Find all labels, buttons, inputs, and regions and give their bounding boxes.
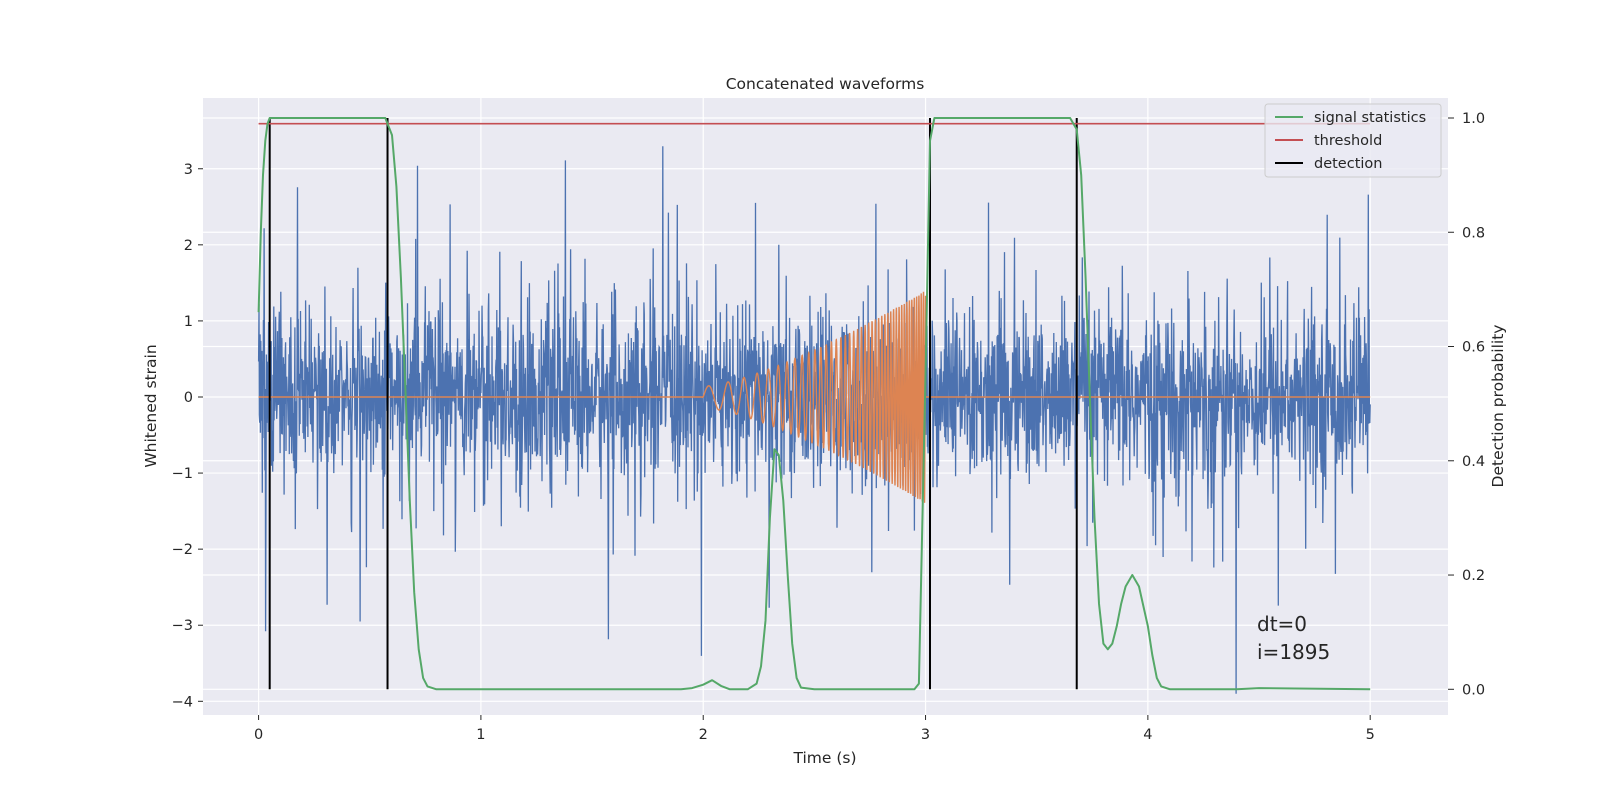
x-tick-label-5: 5 bbox=[1366, 727, 1375, 743]
y-tick-label-right-5: 1.0 bbox=[1462, 111, 1485, 127]
annotation-dt: dt=0 bbox=[1257, 612, 1307, 636]
y-tick-label-left-0: −4 bbox=[172, 694, 193, 710]
y-tick-label-right-2: 0.4 bbox=[1462, 454, 1485, 470]
y-axis-label-right: Detection probability bbox=[1489, 325, 1507, 488]
annotation-i: i=1895 bbox=[1257, 640, 1330, 664]
y-tick-label-right-0: 0.0 bbox=[1462, 682, 1485, 698]
y-tick-label-left-7: 3 bbox=[184, 162, 193, 178]
legend-label-threshold: threshold bbox=[1314, 133, 1382, 149]
y-axis-label-left: Whitened strain bbox=[142, 344, 160, 467]
x-tick-label-1: 1 bbox=[476, 727, 485, 743]
axes-layer: 0 1 2 3 4 5 −4 −3 −2 −1 0 1 2 3 0.0 0.2 0.4 0.6 0.8 1.0 bbox=[172, 111, 1485, 743]
legend: signal statistics threshold detection bbox=[1264, 103, 1442, 178]
y-tick-label-left-2: −2 bbox=[172, 542, 193, 558]
y-tick-label-right-4: 0.8 bbox=[1462, 225, 1485, 241]
chart-title: Concatenated waveforms bbox=[726, 75, 925, 93]
y-tick-label-left-1: −3 bbox=[172, 618, 193, 634]
legend-label-detection: detection bbox=[1314, 156, 1382, 172]
y-tick-label-left-6: 2 bbox=[184, 238, 193, 254]
y-tick-label-right-1: 0.2 bbox=[1462, 568, 1485, 584]
y-tick-label-left-4: 0 bbox=[184, 390, 193, 406]
x-axis-label: Time (s) bbox=[792, 749, 856, 767]
annotation-text: dt=0 i=1895 bbox=[1257, 612, 1330, 664]
x-tick-label-0: 0 bbox=[254, 727, 263, 743]
signal-statistics-line bbox=[257, 117, 1371, 691]
y-tick-label-right-3: 0.6 bbox=[1462, 340, 1485, 356]
legend-box bbox=[1264, 103, 1442, 178]
series-layer bbox=[257, 117, 1371, 694]
injected-signal-line bbox=[258, 291, 1371, 503]
legend-label-signal-statistics: signal statistics bbox=[1314, 110, 1426, 126]
y-tick-label-left-5: 1 bbox=[184, 314, 193, 330]
x-tick-label-4: 4 bbox=[1143, 727, 1152, 743]
x-tick-label-2: 2 bbox=[699, 727, 708, 743]
y-tick-label-left-3: −1 bbox=[172, 466, 193, 482]
x-tick-label-3: 3 bbox=[921, 727, 930, 743]
